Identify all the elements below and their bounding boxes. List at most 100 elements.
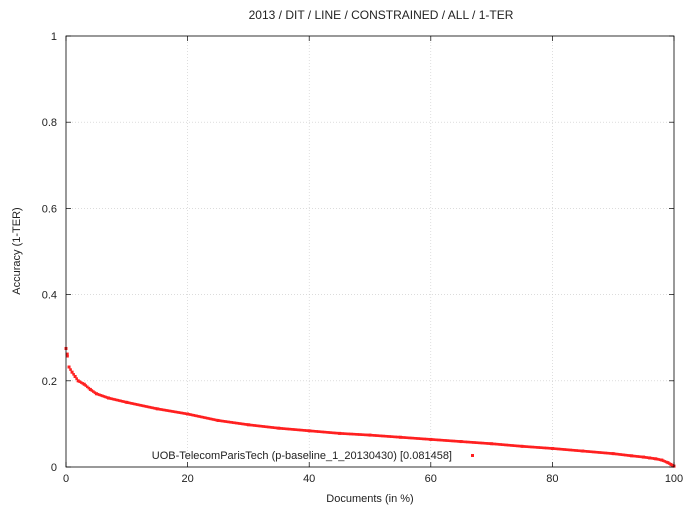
data-point <box>380 434 384 438</box>
data-point <box>570 448 574 452</box>
data-point <box>315 430 319 433</box>
data-point <box>254 424 258 427</box>
data-point <box>288 427 291 431</box>
data-point <box>373 434 376 437</box>
data-point <box>134 402 138 406</box>
data-point <box>93 391 97 394</box>
data-point <box>529 445 533 449</box>
data-point <box>155 407 159 411</box>
data-point <box>279 427 282 430</box>
data-point <box>567 448 571 452</box>
data-point <box>120 399 124 403</box>
data-point <box>257 424 261 428</box>
data-point <box>434 438 437 442</box>
data-point <box>99 394 103 397</box>
data-point <box>484 442 487 445</box>
data-point <box>140 404 144 407</box>
data-point <box>566 448 569 452</box>
data-point <box>329 431 332 434</box>
x-tick-label: 80 <box>546 473 558 485</box>
data-point <box>102 395 106 398</box>
data-point <box>554 447 557 451</box>
data-point <box>190 413 194 417</box>
x-tick-label: 40 <box>303 473 315 485</box>
data-point <box>307 429 311 433</box>
data-point <box>286 427 290 431</box>
data-point <box>320 430 323 434</box>
data-point <box>499 443 503 446</box>
data-point <box>76 379 80 383</box>
data-point <box>417 437 420 440</box>
data-point <box>351 432 355 436</box>
data-point <box>133 402 136 406</box>
data-point <box>646 456 650 460</box>
data-point <box>87 386 91 390</box>
data-point <box>541 446 545 450</box>
data-point <box>465 440 469 444</box>
data-point <box>421 437 425 441</box>
data-point <box>251 423 255 427</box>
x-tick-label: 60 <box>425 473 437 485</box>
data-point <box>602 451 606 455</box>
data-point <box>184 412 188 416</box>
data-point <box>479 441 483 445</box>
data-point <box>123 400 127 404</box>
data-point <box>443 439 446 442</box>
data-point <box>231 421 235 424</box>
data-point <box>382 434 385 438</box>
data-point <box>259 424 262 428</box>
data-point <box>601 451 604 455</box>
data-point <box>629 454 633 458</box>
data-point <box>187 413 191 416</box>
data-point <box>277 426 281 430</box>
data-point <box>183 412 186 415</box>
y-tick-label: 0.4 <box>42 290 57 302</box>
data-point <box>535 446 539 449</box>
data-point <box>142 404 145 408</box>
data-point <box>665 460 668 464</box>
data-point <box>406 436 410 440</box>
data-point <box>148 405 151 409</box>
data-point <box>323 430 326 434</box>
data-point <box>207 417 211 420</box>
data-point <box>478 441 481 445</box>
data-point <box>327 431 331 434</box>
data-point <box>595 450 598 454</box>
data-point <box>282 427 285 430</box>
data-point <box>607 451 610 455</box>
data-point <box>96 392 100 396</box>
data-point <box>92 390 95 393</box>
data-point <box>362 433 366 437</box>
data-point <box>297 428 300 432</box>
data-point <box>599 451 603 454</box>
data-point <box>569 448 572 452</box>
data-point <box>555 447 559 451</box>
data-point <box>330 431 334 435</box>
data-point <box>459 440 463 444</box>
data-point <box>668 462 671 465</box>
data-point <box>396 435 399 439</box>
data-point <box>537 446 541 449</box>
data-point <box>393 435 396 439</box>
data-point <box>487 442 490 445</box>
data-point <box>213 418 217 422</box>
data-point <box>165 409 168 412</box>
data-point <box>66 354 69 358</box>
data-point <box>452 439 455 443</box>
data-point <box>239 422 243 425</box>
data-point <box>639 455 642 459</box>
data-point <box>402 436 405 439</box>
data-point <box>168 409 171 413</box>
data-point <box>470 441 474 444</box>
data-point <box>263 425 267 428</box>
data-point <box>640 455 644 459</box>
data-point <box>271 426 275 429</box>
data-point <box>90 389 94 392</box>
data-point <box>634 454 638 458</box>
data-point <box>408 436 411 440</box>
data-point <box>426 437 430 441</box>
data-point <box>610 452 613 455</box>
data-point <box>225 420 229 424</box>
data-point <box>472 441 475 444</box>
data-point <box>538 446 542 449</box>
